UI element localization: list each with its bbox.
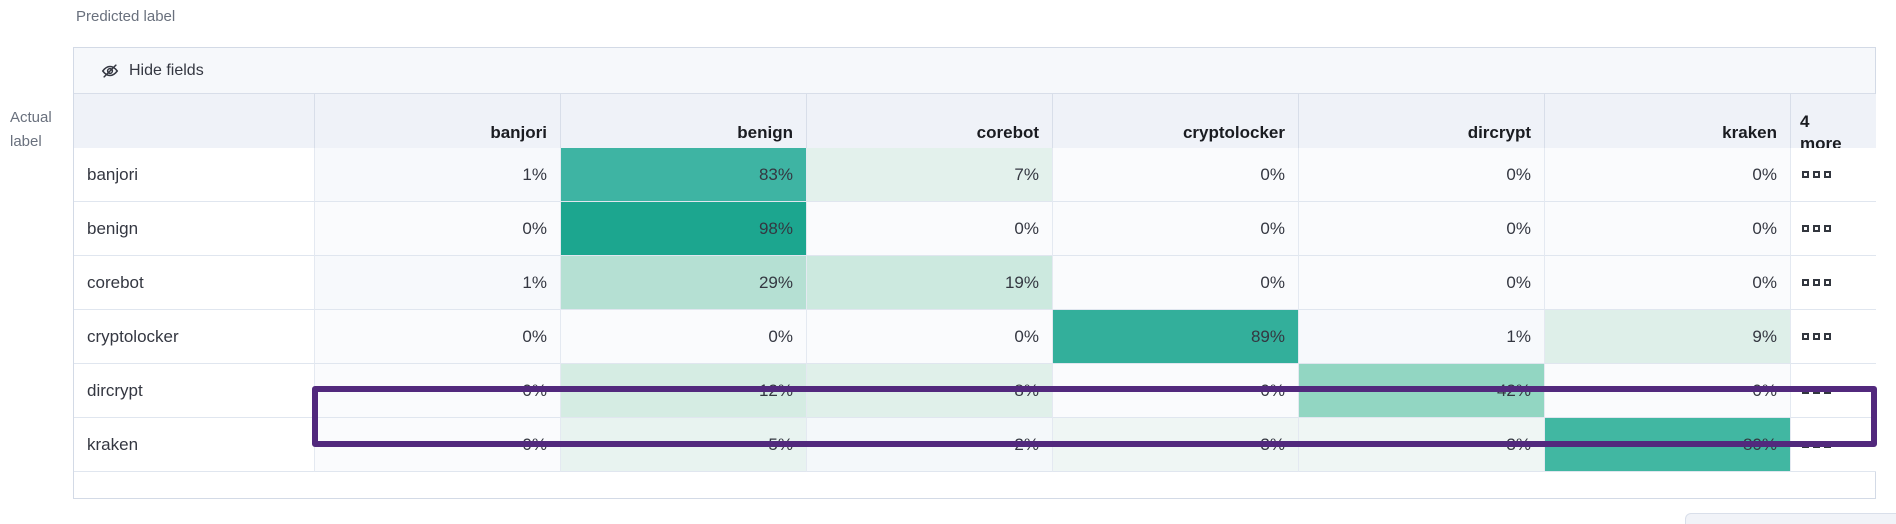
matrix-cell-banjori-benign: 83% <box>561 148 807 202</box>
matrix-cell-kraken-corebot: 2% <box>807 418 1053 472</box>
matrix-cell-corebot-corebot: 19% <box>807 256 1053 310</box>
three-squares-ellipsis-icon <box>1802 225 1831 232</box>
row-label-benign: benign <box>74 202 315 256</box>
matrix-cell-banjori-cryptolocker: 0% <box>1053 148 1299 202</box>
matrix-cell-kraken-dircrypt: 3% <box>1299 418 1545 472</box>
row-label-dircrypt: dircrypt <box>74 364 315 418</box>
matrix-cell-cryptolocker-benign: 0% <box>561 310 807 364</box>
hide-fields-button[interactable]: Hide fields <box>94 57 210 85</box>
matrix-cell-dircrypt-kraken: 0% <box>1545 364 1791 418</box>
matrix-cell-corebot-benign: 29% <box>561 256 807 310</box>
grid-toolbar: Hide fields <box>74 48 1875 94</box>
matrix-cell-dircrypt-benign: 12% <box>561 364 807 418</box>
confusion-matrix-grid: banjori benign corebot cryptolocker dircrypt… <box>74 94 1876 472</box>
three-squares-ellipsis-icon <box>1802 387 1831 394</box>
confusion-matrix-panel: Hide fields banjori benign corebot cryptolo… <box>73 47 1877 499</box>
matrix-cell-kraken-kraken: 80% <box>1545 418 1791 472</box>
matrix-cell-cryptolocker-corebot: 0% <box>807 310 1053 364</box>
matrix-cell-corebot-dircrypt: 0% <box>1299 256 1545 310</box>
matrix-cell-kraken-cryptolocker: 3% <box>1053 418 1299 472</box>
matrix-cell-dircrypt-cryptolocker: 0% <box>1053 364 1299 418</box>
more-columns-count: 4 <box>1800 112 1810 131</box>
more-columns-indicator-cell <box>1791 418 1876 472</box>
matrix-cell-banjori-corebot: 7% <box>807 148 1053 202</box>
matrix-cell-cryptolocker-dircrypt: 1% <box>1299 310 1545 364</box>
hide-fields-label: Hide fields <box>129 61 204 79</box>
matrix-cell-dircrypt-banjori: 0% <box>315 364 561 418</box>
matrix-cell-dircrypt-dircrypt: 42% <box>1299 364 1545 418</box>
eye-closed-icon <box>100 61 120 81</box>
three-squares-ellipsis-icon <box>1802 279 1831 286</box>
matrix-cell-benign-banjori: 0% <box>315 202 561 256</box>
cutoff-panel-partial <box>1685 513 1896 524</box>
matrix-cell-benign-corebot: 0% <box>807 202 1053 256</box>
three-squares-ellipsis-icon <box>1802 441 1831 448</box>
matrix-cell-kraken-benign: 5% <box>561 418 807 472</box>
matrix-cell-corebot-cryptolocker: 0% <box>1053 256 1299 310</box>
actual-axis-label-line1: Actual <box>10 109 52 126</box>
row-label-banjori: banjori <box>74 148 315 202</box>
matrix-cell-corebot-banjori: 1% <box>315 256 561 310</box>
three-squares-ellipsis-icon <box>1802 171 1831 178</box>
matrix-cell-cryptolocker-kraken: 9% <box>1545 310 1791 364</box>
matrix-cell-banjori-kraken: 0% <box>1545 148 1791 202</box>
matrix-cell-cryptolocker-banjori: 0% <box>315 310 561 364</box>
more-columns-indicator-cell <box>1791 364 1876 418</box>
three-squares-ellipsis-icon <box>1802 333 1831 340</box>
actual-axis-label-line2: label <box>10 133 42 150</box>
matrix-cell-banjori-dircrypt: 0% <box>1299 148 1545 202</box>
row-label-cryptolocker: cryptolocker <box>74 310 315 364</box>
more-columns-indicator-cell <box>1791 202 1876 256</box>
matrix-cell-cryptolocker-cryptolocker: 89% <box>1053 310 1299 364</box>
matrix-cell-benign-kraken: 0% <box>1545 202 1791 256</box>
matrix-cell-benign-dircrypt: 0% <box>1299 202 1545 256</box>
matrix-cell-dircrypt-corebot: 8% <box>807 364 1053 418</box>
row-label-corebot: corebot <box>74 256 315 310</box>
actual-axis-label: Actual label <box>10 106 52 154</box>
matrix-cell-banjori-banjori: 1% <box>315 148 561 202</box>
predicted-axis-label: Predicted label <box>76 8 176 25</box>
matrix-cell-corebot-kraken: 0% <box>1545 256 1791 310</box>
more-columns-indicator-cell <box>1791 256 1876 310</box>
more-columns-indicator-cell <box>1791 148 1876 202</box>
matrix-cell-kraken-banjori: 0% <box>315 418 561 472</box>
matrix-cell-benign-benign: 98% <box>561 202 807 256</box>
more-columns-indicator-cell <box>1791 310 1876 364</box>
matrix-cell-benign-cryptolocker: 0% <box>1053 202 1299 256</box>
row-label-kraken: kraken <box>74 418 315 472</box>
